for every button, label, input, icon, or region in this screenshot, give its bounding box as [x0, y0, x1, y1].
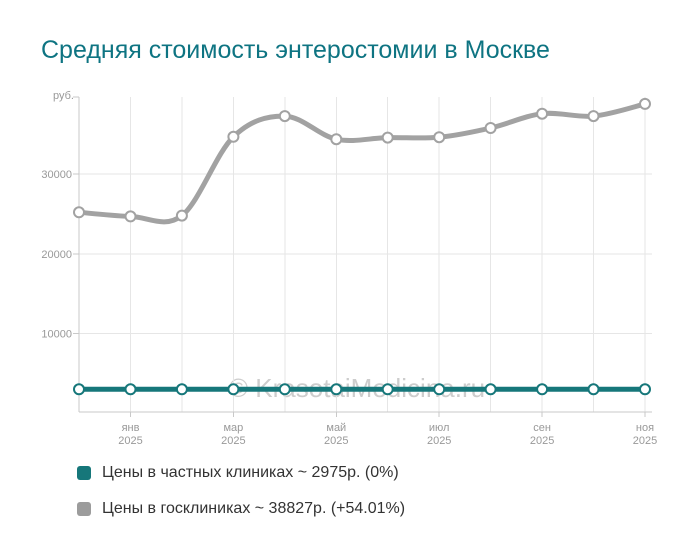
- chart-legend: Цены в частных клиниках ~ 2975р. (0%) Це…: [77, 464, 405, 536]
- legend-swatch-private-clinics: [77, 466, 91, 480]
- y-tick-label: 30000: [41, 169, 72, 181]
- private-clinics-point-6[interactable]: [381, 383, 394, 396]
- private-clinics-point-11[interactable]: [639, 383, 651, 396]
- y-tick-label: 20000: [41, 249, 72, 261]
- grid: [79, 97, 652, 412]
- legend-item-state-clinics[interactable]: Цены в госклиниках ~ 38827р. (+54.01%): [77, 500, 405, 518]
- axis-labels: руб.100002000030000янв2025мар2025май2025…: [41, 90, 657, 447]
- private-clinics-point-4[interactable]: [278, 383, 291, 396]
- private-clinics-series: [73, 383, 651, 396]
- x-tick-label-year: 2025: [221, 435, 245, 447]
- state-clinics-point-11[interactable]: [639, 97, 651, 110]
- private-clinics-point-7[interactable]: [433, 383, 446, 396]
- state-clinics-series: [73, 97, 651, 225]
- private-clinics-point-2[interactable]: [175, 383, 188, 396]
- x-tick-label-year: 2025: [118, 435, 142, 447]
- x-tick-label-year: 2025: [530, 435, 554, 447]
- y-tick-label: 10000: [41, 328, 72, 340]
- legend-swatch-state-clinics: [77, 502, 91, 516]
- private-clinics-point-10[interactable]: [587, 383, 600, 396]
- legend-label-private-clinics: Цены в частных клиниках ~ 2975р. (0%): [102, 464, 399, 481]
- private-clinics-point-3[interactable]: [227, 383, 240, 396]
- state-clinics-point-3[interactable]: [227, 130, 240, 143]
- legend-item-private-clinics[interactable]: Цены в частных клиниках ~ 2975р. (0%): [77, 464, 405, 482]
- chart-title: Средняя стоимость энтеростомии в Москве: [41, 36, 550, 64]
- axes: [73, 96, 652, 417]
- x-tick-label-month: май: [326, 422, 346, 434]
- x-tick-label-month: янв: [122, 422, 140, 434]
- private-clinics-point-5[interactable]: [330, 383, 343, 396]
- x-tick-label-year: 2025: [427, 435, 451, 447]
- state-clinics-point-5[interactable]: [330, 133, 343, 146]
- legend-label-state-clinics: Цены в госклиниках ~ 38827р. (+54.01%): [102, 500, 406, 517]
- state-clinics-point-9[interactable]: [536, 107, 549, 120]
- private-clinics-point-9[interactable]: [536, 383, 549, 396]
- state-clinics-point-4[interactable]: [278, 110, 291, 123]
- state-clinics-point-2[interactable]: [175, 209, 188, 222]
- x-tick-label-month: мар: [223, 422, 243, 434]
- state-clinics-point-10[interactable]: [587, 110, 600, 123]
- x-tick-label-year: 2025: [633, 435, 657, 447]
- state-clinics-point-8[interactable]: [484, 122, 497, 134]
- state-clinics-point-6[interactable]: [381, 131, 394, 144]
- state-clinics-point-1[interactable]: [124, 210, 137, 223]
- private-clinics-point-0[interactable]: [73, 383, 85, 396]
- x-tick-label-month: июл: [429, 422, 450, 434]
- x-tick-label-year: 2025: [324, 435, 348, 447]
- state-clinics-point-7[interactable]: [433, 131, 446, 144]
- state-clinics-line: [76, 101, 648, 225]
- private-clinics-point-8[interactable]: [484, 383, 497, 396]
- private-clinics-point-1[interactable]: [124, 383, 137, 396]
- y-axis-unit-label: руб.: [53, 90, 74, 102]
- x-tick-label-month: ноя: [636, 422, 654, 434]
- state-clinics-point-0[interactable]: [73, 206, 85, 219]
- x-tick-label-month: сен: [533, 422, 551, 434]
